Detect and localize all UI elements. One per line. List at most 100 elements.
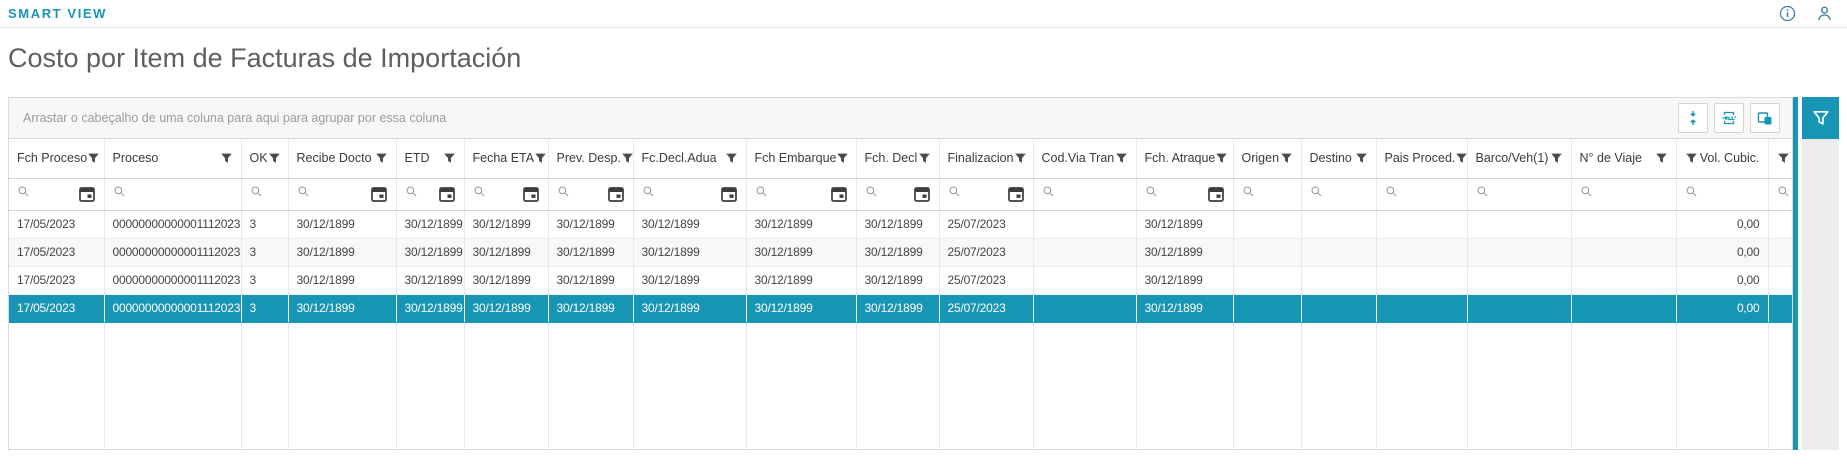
table-row[interactable]: 17/05/2023 00000000000001112023 3 30/12/189… — [9, 266, 1792, 295]
calendar-icon[interactable] — [720, 185, 738, 203]
user-icon[interactable] — [1816, 5, 1833, 22]
filter-funnel-icon[interactable] — [375, 152, 388, 165]
filter-funnel-icon[interactable] — [1115, 152, 1128, 165]
column-header[interactable]: ETD — [396, 139, 465, 179]
filter-cell[interactable] — [633, 178, 747, 211]
column-header[interactable]: Origen — [1233, 139, 1302, 179]
column-header[interactable]: Barco/Veh(1) — [1467, 139, 1572, 179]
filter-funnel-icon[interactable] — [534, 152, 547, 165]
filter-funnel-icon[interactable] — [1280, 152, 1293, 165]
empty-cell — [1033, 322, 1137, 449]
table-row[interactable]: 17/05/2023 00000000000001112023 3 30/12/189… — [9, 294, 1792, 323]
filter-cell[interactable] — [1136, 178, 1234, 211]
grid-cell — [1033, 294, 1136, 323]
calendar-icon[interactable] — [830, 185, 848, 203]
filter-cell[interactable] — [9, 178, 105, 211]
filter-cell[interactable] — [548, 178, 634, 211]
row-expand-collapse-button[interactable] — [1678, 103, 1708, 133]
filter-cell[interactable] — [1467, 178, 1572, 211]
grid-cell: 30/12/1899 — [633, 294, 746, 323]
filter-cell[interactable] — [1768, 178, 1792, 211]
column-header[interactable]: Fch. Atraque — [1136, 139, 1234, 179]
column-header[interactable]: Fch. Decl — [856, 139, 940, 179]
filter-cell[interactable] — [746, 178, 857, 211]
column-header[interactable]: Fc.Decl.Adua — [633, 139, 747, 179]
filter-funnel-icon[interactable] — [443, 152, 456, 165]
filter-funnel-icon[interactable] — [918, 152, 931, 165]
column-header[interactable]: Fecha ETA — [464, 139, 549, 179]
column-header[interactable]: Finalizacion — [939, 139, 1034, 179]
column-header[interactable]: OK — [241, 139, 289, 179]
filter-funnel-icon[interactable] — [1455, 152, 1466, 165]
filter-cell[interactable] — [856, 178, 940, 211]
grid-cell: 25/07/2023 — [939, 238, 1034, 267]
table-row[interactable]: 17/05/2023 00000000000001112023 3 30/12/189… — [9, 210, 1792, 239]
calendar-icon[interactable] — [522, 185, 540, 203]
calendar-icon[interactable] — [78, 185, 96, 203]
grid-cell — [1301, 266, 1377, 295]
filter-funnel-icon[interactable] — [220, 152, 233, 165]
filter-panel-toggle-button[interactable] — [1802, 97, 1839, 139]
filter-cell[interactable] — [464, 178, 549, 211]
filter-funnel-icon[interactable] — [1215, 152, 1228, 165]
grid-cell: 30/12/1899 — [746, 266, 857, 295]
filter-cell[interactable] — [1033, 178, 1137, 211]
column-header[interactable]: Recibe Docto — [288, 139, 397, 179]
calendar-icon[interactable] — [607, 185, 625, 203]
grid-cell: 3 — [241, 266, 289, 295]
column-header[interactable]: Pais Proced. — [1376, 139, 1468, 179]
column-header[interactable]: Fch Proceso — [9, 139, 105, 179]
filter-cell[interactable] — [288, 178, 397, 211]
filter-funnel-icon[interactable] — [836, 152, 849, 165]
filter-funnel-icon[interactable] — [1685, 152, 1698, 165]
calendar-icon[interactable] — [913, 185, 931, 203]
app-brand[interactable]: SMART VIEW — [8, 6, 108, 21]
column-caption: Fch. Decl — [864, 151, 918, 166]
filter-panel-divider[interactable] — [1793, 97, 1798, 450]
grid-cell: 30/12/1899 — [464, 266, 549, 295]
filter-funnel-icon[interactable] — [1355, 152, 1368, 165]
grid-cell — [1301, 294, 1376, 323]
empty-cell — [9, 322, 105, 449]
empty-cell — [1676, 322, 1769, 449]
column-header[interactable]: Cod.Via Tran — [1033, 139, 1137, 179]
column-header[interactable] — [1768, 139, 1792, 179]
filter-funnel-icon[interactable] — [725, 152, 738, 165]
column-chooser-button[interactable] — [1750, 103, 1780, 133]
filter-funnel-icon[interactable] — [1655, 152, 1668, 165]
column-header[interactable]: Fch Embarque — [746, 139, 857, 179]
filter-cell[interactable] — [241, 178, 289, 211]
filter-funnel-icon[interactable] — [87, 152, 100, 165]
filter-cell[interactable] — [939, 178, 1034, 211]
filter-cell[interactable] — [1301, 178, 1377, 211]
filter-cell[interactable] — [396, 178, 465, 211]
filter-funnel-icon[interactable] — [1014, 152, 1027, 165]
column-header[interactable]: Prev. Desp. — [548, 139, 634, 179]
filter-cell[interactable] — [1676, 178, 1769, 211]
filter-funnel-icon[interactable] — [1777, 152, 1790, 165]
search-icon — [1580, 185, 1593, 203]
column-header[interactable]: N° de Viaje — [1571, 139, 1677, 179]
filter-row — [9, 178, 1792, 211]
calendar-icon[interactable] — [1007, 185, 1025, 203]
calendar-icon[interactable] — [438, 185, 456, 203]
group-by-panel[interactable]: Arrastar o cabeçalho de uma coluna para … — [9, 98, 1792, 139]
grid-cell: 30/12/1899 — [856, 294, 939, 323]
column-header[interactable]: Destino — [1301, 139, 1377, 179]
export-xlsx-button[interactable] — [1714, 103, 1744, 133]
column-header[interactable]: Proceso — [104, 139, 242, 179]
filter-funnel-icon[interactable] — [1550, 152, 1563, 165]
search-icon — [297, 185, 310, 203]
info-icon[interactable] — [1779, 5, 1796, 22]
filter-cell[interactable] — [1233, 178, 1302, 211]
filter-cell[interactable] — [104, 178, 242, 211]
calendar-icon[interactable] — [1207, 185, 1225, 203]
filter-cell[interactable] — [1376, 178, 1468, 211]
grid-cell: 17/05/2023 — [9, 294, 104, 323]
table-row[interactable]: 17/05/2023 00000000000001112023 3 30/12/189… — [9, 238, 1792, 267]
column-header[interactable]: Vol. Cubic. — [1676, 139, 1769, 179]
calendar-icon[interactable] — [370, 185, 388, 203]
filter-funnel-icon[interactable] — [621, 152, 632, 165]
filter-cell[interactable] — [1571, 178, 1677, 211]
filter-funnel-icon[interactable] — [268, 152, 281, 165]
